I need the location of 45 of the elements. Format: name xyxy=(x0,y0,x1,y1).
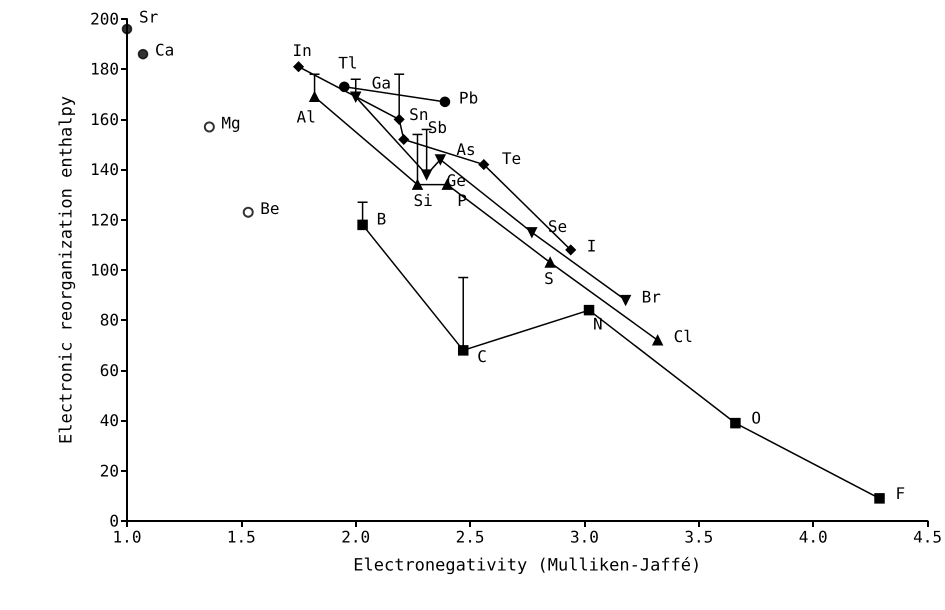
annotation: Cl xyxy=(674,326,693,346)
annotation: S xyxy=(544,268,554,288)
y-tick-label: 180 xyxy=(90,60,119,79)
x-tick-label: 1.0 xyxy=(112,528,142,546)
annotation: Ga xyxy=(372,73,391,92)
y-tick-label: 200 xyxy=(90,10,119,28)
annotation: B xyxy=(376,209,386,228)
x-axis-title: Electronegativity (Mulliken-Jaffé) xyxy=(353,556,702,576)
annotation: As xyxy=(456,140,476,160)
annotation: Pb xyxy=(458,88,478,108)
annotation: Mg xyxy=(221,113,241,132)
y-axis-title: Electronic reorganization enthalpy xyxy=(56,96,76,444)
x-tick-label: 3.5 xyxy=(684,528,714,546)
x-tick-label: 2.5 xyxy=(456,528,485,546)
annotation: Be xyxy=(260,198,280,218)
y-tick-label: 40 xyxy=(100,411,119,430)
y-tick-label: 0 xyxy=(109,512,119,530)
annotation: Sb xyxy=(428,118,448,137)
annotation: O xyxy=(751,408,762,428)
annotation: Sr xyxy=(139,8,159,27)
x-tick-label: 2.0 xyxy=(341,528,370,546)
y-tick-label: 140 xyxy=(90,160,119,180)
annotation: F xyxy=(896,484,906,503)
y-tick-label: 120 xyxy=(90,210,119,230)
annotation: Si xyxy=(413,191,433,210)
annotation: Te xyxy=(502,149,522,168)
annotation: Tl xyxy=(338,53,358,72)
x-tick-label: 4.5 xyxy=(913,528,942,546)
y-tick-label: 100 xyxy=(90,260,119,280)
y-tick-label: 20 xyxy=(100,461,119,480)
annotation: N xyxy=(593,314,603,334)
annotation: Se xyxy=(548,216,568,236)
annotation: Ca xyxy=(155,40,174,60)
y-tick-label: 160 xyxy=(90,110,119,129)
annotation: C xyxy=(477,346,487,366)
annotation: I xyxy=(586,236,596,256)
annotation: Al xyxy=(296,107,316,126)
annotation: Sn xyxy=(409,104,428,124)
annotation: In xyxy=(292,41,312,60)
annotation: Br xyxy=(642,288,662,307)
x-tick-label: 3.0 xyxy=(570,528,599,546)
y-tick-label: 60 xyxy=(100,360,119,380)
y-tick-label: 80 xyxy=(100,310,119,330)
x-tick-label: 1.5 xyxy=(226,528,256,546)
x-tick-label: 4.0 xyxy=(798,528,828,546)
